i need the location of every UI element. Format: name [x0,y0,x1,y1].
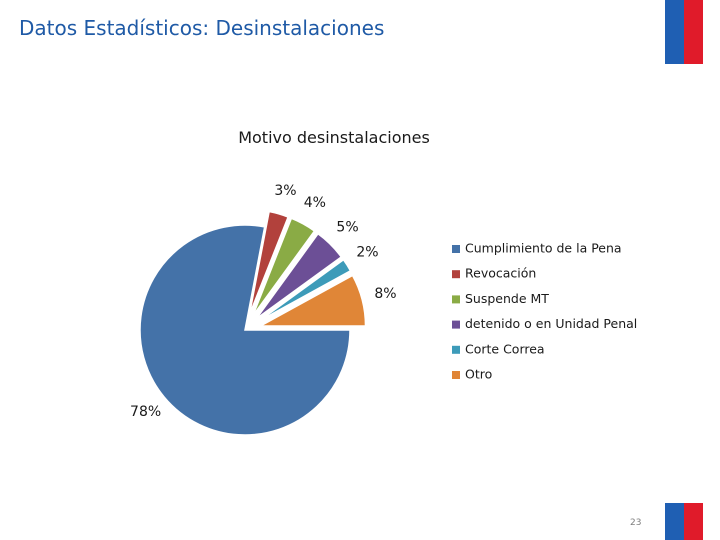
slide-title: Datos Estadísticos: Desinstalaciones [19,16,385,40]
data-label: 3% [274,183,296,199]
legend-swatch [452,371,460,379]
data-label: 4% [304,195,326,211]
pie-slice-5 [258,258,352,323]
legend-label: Otro [465,367,492,382]
flag-red-stripe [684,503,703,540]
legend-swatch [452,320,460,329]
pie-slice-4 [255,232,343,320]
pie-slice-1 [139,224,351,436]
data-label: 78% [130,404,161,420]
data-label: 2% [356,244,378,260]
legend-swatch [452,295,460,304]
legend-label: Cumplimiento de la Pena [465,241,622,256]
legend-label: detenido o en Unidad Penal [465,316,637,331]
chart-title: Motivo desinstalaciones [238,128,430,147]
flag-decoration-top [665,0,703,64]
data-label: 5% [336,219,358,235]
chart-legend: Cumplimiento de la Pena Revocación Suspend… [452,241,637,382]
legend-swatch [452,270,460,279]
pie-slice-6 [260,274,367,327]
legend-label: Revocación [465,266,536,281]
legend-swatch [452,245,460,253]
page-number: 23 [630,518,642,528]
pie-slice-3 [252,217,316,317]
data-labels: 78% 3% 4% 5% 2% 8% [130,183,397,420]
flag-blue-stripe [665,0,684,64]
flag-red-stripe [684,0,703,64]
flag-decoration-bottom [665,503,703,540]
pie-slices [139,210,367,436]
legend-label: Corte Correa [465,341,545,356]
flag-blue-stripe [665,503,684,540]
data-label: 8% [374,286,396,302]
legend-swatch [452,345,460,354]
legend-label: Suspende MT [465,291,549,306]
pie-slice-2 [248,210,290,315]
